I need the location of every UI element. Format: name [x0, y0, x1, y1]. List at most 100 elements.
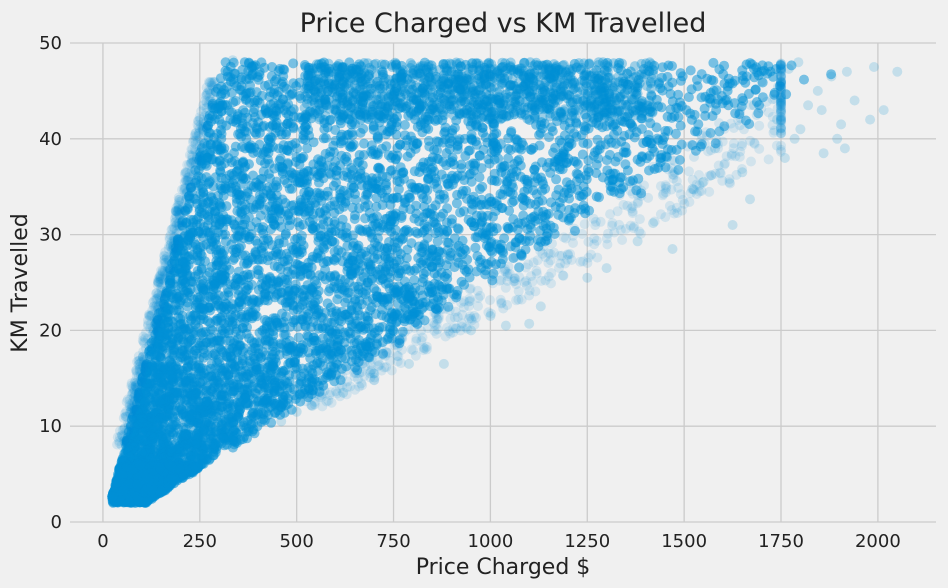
scatter-point: [372, 249, 383, 260]
scatter-point: [381, 141, 392, 152]
scatter-point: [320, 307, 331, 318]
scatter-point: [474, 150, 485, 161]
scatter-point: [498, 247, 509, 258]
scatter-point: [262, 233, 273, 244]
scatter-point: [402, 151, 413, 162]
scatter-point: [641, 136, 652, 147]
scatter-point: [205, 324, 216, 335]
scatter-point: [198, 241, 209, 252]
scatter-point: [407, 84, 418, 95]
data-points: [107, 55, 903, 508]
scatter-point: [260, 291, 271, 302]
scatter-point: [656, 102, 667, 113]
scatter-point: [247, 254, 258, 265]
scatter-point: [681, 105, 692, 116]
scatter-point: [202, 270, 213, 281]
scatter-point: [233, 129, 244, 140]
scatter-point: [252, 383, 263, 394]
scatter-point: [551, 174, 562, 185]
scatter-point: [318, 133, 329, 144]
scatter-point: [468, 191, 479, 202]
scatter-point: [442, 268, 453, 279]
scatter-point: [356, 321, 367, 332]
scatter-point: [397, 234, 408, 245]
scatter-point: [705, 128, 716, 138]
scatter-point: [257, 224, 268, 235]
scatter-point: [219, 183, 230, 194]
scatter-point: [422, 166, 433, 177]
scatter-point: [198, 314, 209, 325]
scatter-point: [311, 309, 322, 320]
scatter-point: [223, 287, 234, 298]
scatter-point: [167, 374, 178, 385]
scatter-point: [433, 246, 444, 257]
scatter-point: [579, 125, 590, 136]
scatter-point: [313, 160, 324, 171]
scatter-point: [490, 138, 501, 149]
scatter-point: [409, 213, 420, 224]
scatter-point: [262, 370, 273, 381]
scatter-point: [419, 241, 430, 252]
scatter-point: [342, 288, 353, 298]
scatter-point: [370, 266, 381, 277]
scatter-point: [202, 350, 213, 361]
scatter-point: [518, 210, 529, 221]
scatter-point: [237, 219, 248, 230]
scatter-point: [267, 62, 277, 72]
scatter-point: [285, 290, 296, 301]
scatter-point: [564, 134, 575, 145]
scatter-point: [675, 120, 686, 131]
scatter-point: [265, 131, 276, 142]
scatter-point: [213, 190, 224, 201]
scatter-point: [533, 196, 544, 207]
scatter-point: [270, 200, 281, 211]
scatter-point: [548, 147, 559, 158]
scatter-point: [281, 108, 292, 118]
scatter-point: [422, 207, 433, 218]
scatter-point: [220, 362, 231, 373]
scatter-point: [395, 139, 405, 150]
scatter-point: [417, 189, 427, 200]
scatter-point: [307, 251, 318, 262]
scatter-point: [211, 244, 222, 255]
scatter-point: [254, 194, 265, 205]
scatter-point: [377, 304, 388, 315]
scatter-point: [426, 283, 437, 294]
scatter-point: [359, 138, 369, 149]
scatter-point: [514, 66, 525, 76]
scatter-point: [322, 298, 333, 309]
scatter-point: [438, 208, 449, 219]
scatter-point: [236, 74, 247, 85]
scatter-point: [336, 195, 347, 206]
scatter-point: [325, 146, 336, 157]
scatter-point: [685, 65, 696, 76]
scatter-point: [301, 175, 312, 186]
scatter-point: [451, 198, 462, 209]
scatter-point: [243, 272, 254, 283]
scatter-point: [294, 379, 305, 389]
scatter-point: [241, 398, 252, 409]
scatter-point: [629, 132, 640, 143]
scatter-point: [572, 185, 583, 196]
scatter-point: [356, 248, 367, 259]
scatter-point: [269, 219, 280, 230]
scatter-point: [195, 279, 206, 290]
scatter-point: [236, 309, 247, 320]
scatter-point: [363, 199, 373, 210]
scatter-point: [212, 129, 223, 139]
scatter-point: [310, 222, 321, 233]
scatter-point: [347, 202, 358, 213]
scatter-point: [400, 197, 411, 208]
scatter-point: [708, 75, 719, 86]
scatter-point: [673, 103, 684, 114]
scatter-point: [466, 204, 477, 215]
scatter-point: [284, 344, 295, 355]
scatter-point: [222, 66, 233, 77]
scatter-point: [226, 239, 237, 250]
scatter-point: [266, 320, 277, 331]
scatter-point: [445, 250, 456, 261]
scatter-point: [288, 58, 299, 69]
scatter-point: [212, 271, 223, 282]
scatter-point: [373, 133, 383, 144]
